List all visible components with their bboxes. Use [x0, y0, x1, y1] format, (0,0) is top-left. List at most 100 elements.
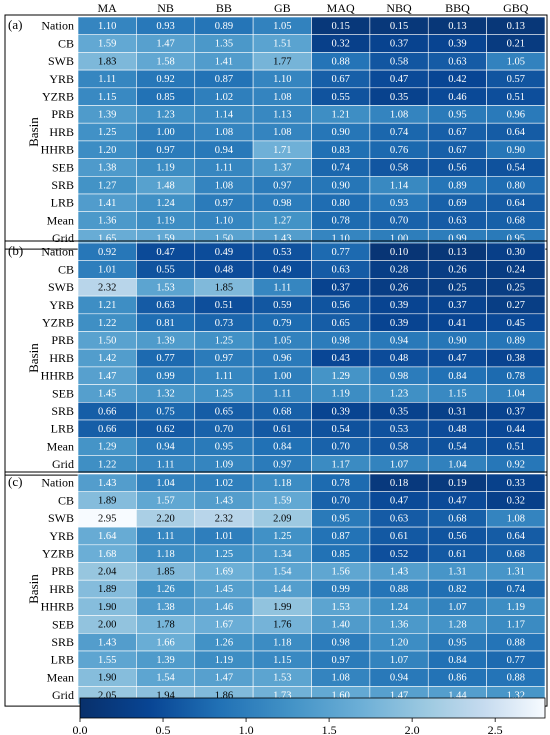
cell-value: 1.01 [215, 531, 233, 542]
cell-value: 0.84 [448, 371, 467, 382]
cell-value: 0.56 [332, 300, 350, 311]
cell-value: 1.11 [157, 531, 175, 542]
cell-value: 1.55 [98, 655, 116, 666]
row-label: SWB [48, 54, 74, 68]
cell-value: 1.08 [215, 127, 233, 138]
cell-value: 0.73 [215, 318, 233, 329]
row-label: LRB [51, 196, 74, 210]
cell-value: 0.70 [215, 424, 233, 435]
cell-value: 1.85 [156, 567, 174, 578]
cell-value: 0.85 [332, 549, 350, 560]
cell-value: 0.62 [156, 424, 174, 435]
cell-value: 0.66 [98, 406, 116, 417]
cell-value: 1.20 [98, 145, 116, 156]
cell-value: 1.00 [273, 371, 291, 382]
cell-value: 0.67 [448, 145, 466, 156]
cell-value: 0.79 [273, 318, 291, 329]
cell-value: 1.27 [273, 216, 291, 227]
cell-value: 1.48 [156, 180, 174, 191]
cell-value: 1.99 [273, 602, 291, 613]
cell-value: 0.78 [507, 371, 525, 382]
cell-value: 0.95 [448, 637, 466, 648]
cell-value: 1.25 [98, 127, 116, 138]
cell-value: 0.42 [448, 74, 466, 85]
cell-value: 1.07 [390, 655, 408, 666]
cell-value: 1.41 [98, 198, 116, 209]
cell-value: 0.97 [215, 353, 233, 364]
cell-value: 1.25 [215, 336, 233, 347]
cell-value: 0.38 [507, 353, 525, 364]
cell-value: 2.95 [98, 513, 116, 524]
cell-value: 0.90 [332, 127, 350, 138]
cell-value: 1.39 [98, 110, 116, 121]
cell-value: 1.59 [156, 233, 174, 244]
cell-value: 0.96 [273, 353, 291, 364]
cell-value: 0.13 [448, 247, 466, 258]
cell-value: 0.10 [390, 247, 408, 258]
cell-value: 1.14 [390, 180, 409, 191]
cell-value: 1.04 [156, 478, 175, 489]
cell-value: 1.18 [156, 549, 174, 560]
row-label: Mean [47, 670, 74, 684]
cell-value: 1.56 [332, 567, 350, 578]
cell-value: 0.45 [507, 318, 525, 329]
cell-value: 1.90 [98, 673, 116, 684]
cell-value: 1.36 [98, 216, 116, 227]
cell-value: 0.13 [448, 21, 466, 32]
cell-value: 0.92 [507, 459, 525, 470]
cell-value: 1.19 [156, 163, 174, 174]
column-header: MAQ [327, 1, 355, 15]
cell-value: 2.09 [273, 513, 291, 524]
cell-value: 1.44 [448, 690, 467, 701]
panel-label: (a) [8, 17, 22, 32]
row-label: SRB [51, 404, 74, 418]
cell-value: 0.69 [448, 198, 466, 209]
cell-value: 1.32 [156, 389, 174, 400]
cell-value: 1.43 [98, 478, 116, 489]
cell-value: 1.01 [98, 265, 116, 276]
cell-value: 0.68 [507, 216, 525, 227]
cell-value: 1.19 [507, 602, 525, 613]
cell-value: 0.75 [156, 406, 174, 417]
cell-value: 0.89 [507, 336, 525, 347]
cell-value: 1.09 [215, 459, 233, 470]
cell-value: 1.31 [448, 567, 466, 578]
cell-value: 1.15 [273, 655, 291, 666]
cell-value: 0.77 [332, 247, 350, 258]
cell-value: 1.41 [215, 56, 233, 67]
cell-value: 1.68 [98, 549, 116, 560]
cell-value: 0.28 [390, 265, 408, 276]
cell-value: 1.08 [215, 180, 233, 191]
cell-value: 1.38 [156, 602, 174, 613]
cell-value: 0.61 [390, 531, 408, 542]
cell-value: 0.47 [390, 74, 408, 85]
cell-value: 0.98 [332, 637, 350, 648]
cell-value: 1.10 [273, 74, 291, 85]
column-header: MA [98, 1, 118, 15]
cell-value: 0.89 [215, 21, 233, 32]
cell-value: 1.34 [273, 549, 292, 560]
cell-value: 0.78 [332, 216, 350, 227]
cell-value: 0.66 [98, 424, 116, 435]
row-label: HRB [49, 125, 74, 139]
row-label: Mean [47, 213, 74, 227]
cell-value: 0.67 [448, 127, 466, 138]
row-label: YRB [49, 298, 74, 312]
cell-value: 1.45 [98, 389, 116, 400]
cell-value: 0.49 [215, 247, 233, 258]
cell-value: 2.04 [98, 567, 117, 578]
cell-value: 0.47 [448, 496, 466, 507]
cell-value: 0.70 [332, 496, 350, 507]
cell-value: 1.77 [273, 56, 291, 67]
cell-value: 0.49 [273, 265, 291, 276]
cell-value: 0.39 [448, 39, 466, 50]
cell-value: 1.04 [448, 459, 467, 470]
y-axis-label: Basin [26, 343, 41, 373]
cell-value: 1.37 [273, 163, 291, 174]
cell-value: 0.64 [507, 531, 526, 542]
cell-value: 0.68 [448, 513, 466, 524]
cell-value: 0.39 [332, 406, 350, 417]
y-axis-label: Basin [26, 574, 41, 604]
cell-value: 0.88 [507, 673, 525, 684]
cell-value: 1.11 [273, 282, 291, 293]
